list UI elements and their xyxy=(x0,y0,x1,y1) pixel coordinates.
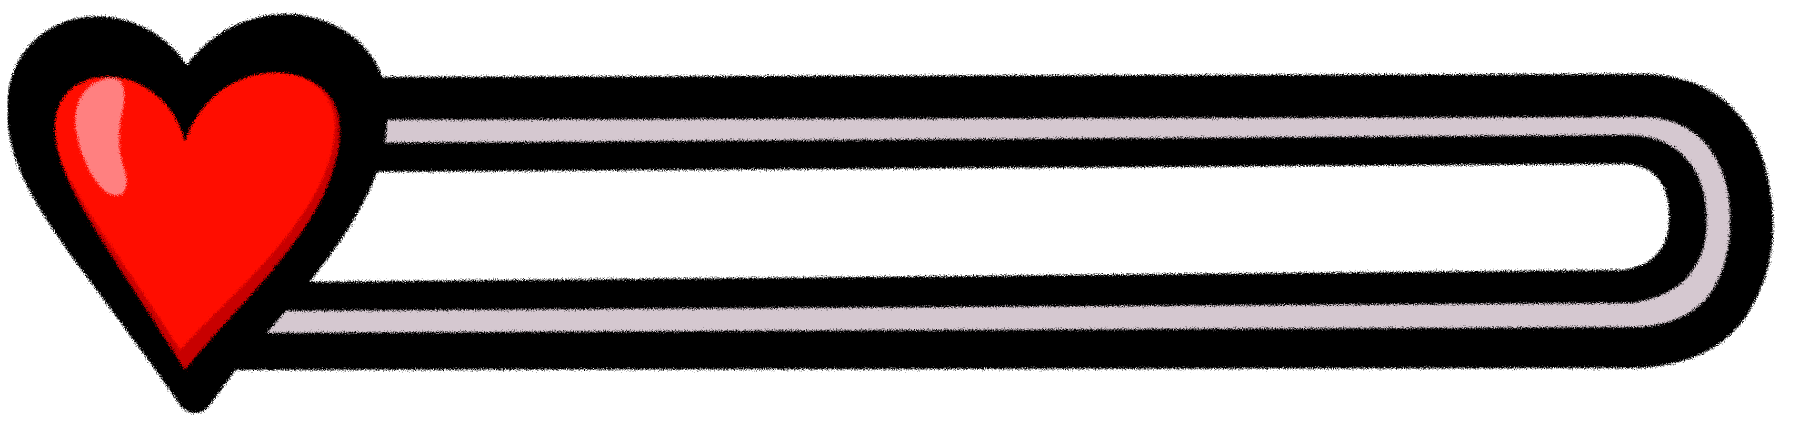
heart-icon xyxy=(7,14,388,413)
heart-body xyxy=(55,72,335,351)
health-bar-track xyxy=(222,74,1773,370)
heart-highlight xyxy=(75,77,127,196)
track-inner xyxy=(300,164,1669,282)
